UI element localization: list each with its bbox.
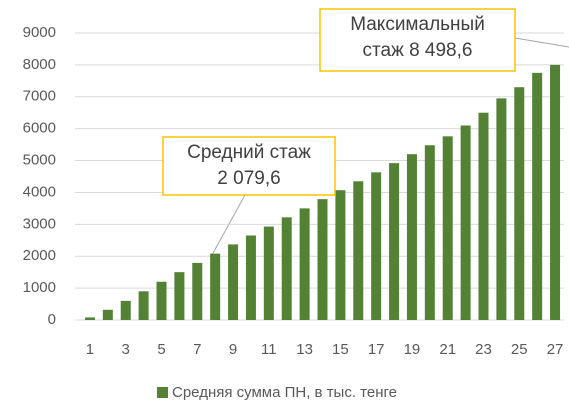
bar	[192, 262, 203, 320]
x-tick-label: 11	[261, 341, 277, 358]
x-tick-label: 1	[86, 341, 94, 358]
bar	[210, 253, 221, 320]
y-tick-label: 6000	[23, 120, 56, 137]
bar	[406, 154, 417, 320]
annotation-text: Максимальный	[350, 14, 485, 35]
bar	[424, 145, 435, 320]
bar	[478, 112, 489, 320]
y-tick-label: 8000	[23, 56, 56, 73]
bar	[442, 136, 453, 320]
bar	[156, 281, 167, 320]
bar	[174, 272, 185, 320]
x-tick-label: 17	[368, 341, 385, 358]
x-tick-label: 19	[404, 341, 421, 358]
legend-swatch	[157, 387, 168, 398]
bar	[138, 291, 149, 320]
bar	[496, 98, 507, 320]
x-tick-label: 3	[122, 341, 130, 358]
x-tick-label: 15	[332, 341, 349, 358]
x-tick-label: 23	[475, 341, 492, 358]
annotation-text: Средний стаж	[187, 142, 311, 163]
bar	[371, 172, 382, 320]
annotation-box	[162, 136, 336, 196]
x-tick-label: 25	[511, 341, 528, 358]
bar	[84, 317, 95, 320]
y-tick-label: 3000	[23, 215, 56, 232]
annotation-text: стаж 8 498,6	[363, 40, 473, 61]
bar	[335, 190, 346, 320]
x-tick-label: 13	[296, 341, 313, 358]
bar	[299, 208, 310, 320]
x-tick-label: 5	[157, 341, 165, 358]
bar	[120, 300, 131, 320]
y-tick-label: 1000	[23, 279, 56, 296]
bar	[389, 163, 400, 320]
legend-label: Средняя сумма ПН, в тыс. тенге	[172, 384, 397, 401]
x-tick-label: 7	[193, 341, 201, 358]
bar	[317, 199, 328, 320]
bar	[228, 244, 239, 320]
annotation-box	[319, 8, 516, 72]
y-tick-label: 4000	[23, 183, 56, 200]
bar	[102, 309, 113, 320]
x-tick-label: 27	[547, 341, 564, 358]
x-tick-label: 21	[439, 341, 456, 358]
bar	[245, 235, 256, 320]
y-tick-label: 0	[48, 311, 56, 328]
x-tick-label: 9	[229, 341, 237, 358]
leader-line	[211, 194, 246, 256]
y-tick-label: 5000	[23, 152, 56, 169]
bar	[532, 72, 543, 320]
bar	[550, 64, 561, 320]
bar	[514, 87, 525, 320]
y-tick-label: 7000	[23, 88, 56, 105]
y-tick-label: 9000	[23, 24, 56, 41]
leader-line	[514, 37, 569, 48]
bar	[353, 181, 364, 320]
bar	[263, 226, 274, 320]
bar	[281, 217, 292, 320]
y-tick-label: 2000	[23, 247, 56, 264]
annotation-text: 2 079,6	[217, 168, 280, 189]
bar	[460, 125, 471, 320]
